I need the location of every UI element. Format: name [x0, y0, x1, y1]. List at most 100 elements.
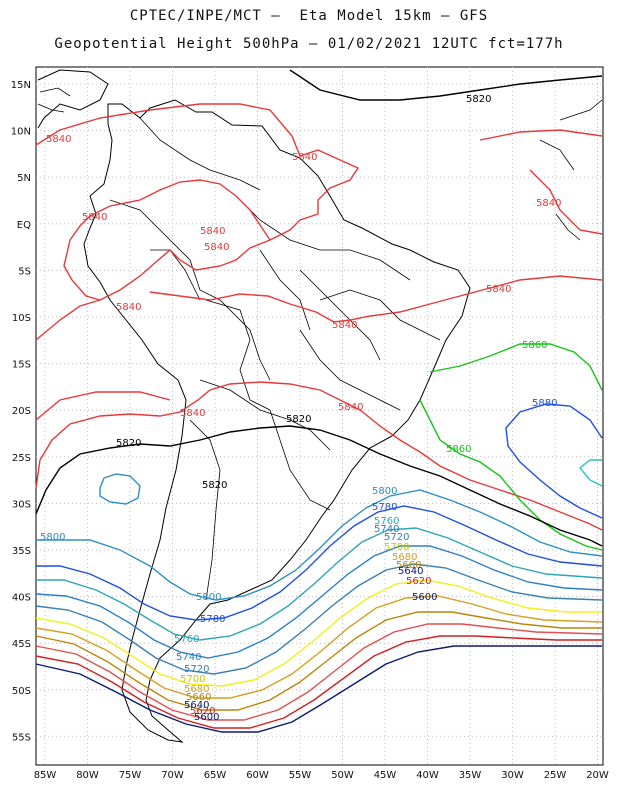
- lon-tick-label: 50W: [331, 770, 354, 781]
- contour-label: 5800: [196, 592, 221, 603]
- contour-5820-north: [289, 69, 603, 101]
- lon-tick-label: 40W: [416, 770, 439, 781]
- contour-5840-center: [149, 275, 603, 323]
- contour-label: 5840: [332, 320, 357, 331]
- contour-5740: [35, 545, 603, 659]
- contour-label: 5820: [116, 438, 141, 449]
- contour-5680: [35, 595, 603, 699]
- contours: [35, 69, 603, 733]
- contour-label: 5740: [374, 524, 399, 535]
- contour-label: 5820: [202, 480, 227, 491]
- contour-label: 5800: [372, 486, 397, 497]
- lon-tick-label: 80W: [76, 770, 99, 781]
- lon-tick-label: 70W: [161, 770, 184, 781]
- contour-label: 5880: [532, 398, 557, 409]
- contour-label: 5660: [186, 692, 211, 703]
- contour-5900: [579, 459, 603, 487]
- contour-label: 5720: [384, 532, 409, 543]
- contour-5860: [419, 343, 603, 551]
- lat-tick-label: 25S: [12, 453, 31, 464]
- contour-label: 5840: [292, 152, 317, 163]
- lon-tick-label: 75W: [119, 770, 142, 781]
- contour-label: 5620: [406, 576, 431, 587]
- lat-tick-label: 35S: [12, 546, 31, 557]
- lat-tick-label: 55S: [12, 732, 31, 743]
- lat-tick-label: 10N: [11, 127, 31, 138]
- lat-tick-label: EQ: [17, 220, 31, 231]
- contour-label: 5720: [184, 664, 209, 675]
- lon-tick-label: 45W: [374, 770, 397, 781]
- contour-label: 5840: [82, 212, 107, 223]
- lat-tick-label: 50S: [12, 686, 31, 697]
- lat-tick-label: 10S: [12, 313, 31, 324]
- contour-label: 5840: [46, 134, 71, 145]
- contour-label: 5700: [384, 542, 409, 553]
- contour-label: 5620: [190, 706, 215, 717]
- contour-5880: [505, 403, 603, 519]
- contour-label: 5600: [194, 712, 219, 723]
- contour-label: 5780: [200, 614, 225, 625]
- lon-tick-label: 65W: [204, 770, 227, 781]
- contour-label: 5680: [184, 684, 209, 695]
- contour-5820-loop: [99, 473, 141, 505]
- contour-label: 5840: [486, 284, 511, 295]
- central-america-coast: [37, 87, 603, 241]
- lat-tick-label: 45S: [12, 639, 31, 650]
- contour-label: 5840: [204, 242, 229, 253]
- lon-tick-label: 35W: [459, 770, 482, 781]
- contour-label: 5840: [180, 408, 205, 419]
- contour-label: 5740: [176, 652, 201, 663]
- contour-5600: [35, 645, 602, 733]
- contour-5840-south: [35, 381, 603, 531]
- contour-label: 5860: [446, 444, 471, 455]
- contour-label: 5840: [116, 302, 141, 313]
- contour-5620: [35, 635, 602, 729]
- contour-label: 5640: [184, 700, 209, 711]
- lat-tick-label: 30S: [12, 499, 31, 510]
- contour-5840-northeast: [479, 129, 603, 235]
- lat-tick-label: 5S: [18, 266, 31, 277]
- contour-label: 5760: [174, 634, 199, 645]
- lon-tick-label: 55W: [289, 770, 312, 781]
- contour-label: 5820: [466, 94, 491, 105]
- contour-5640: [35, 623, 603, 721]
- contour-label: 5800: [40, 532, 65, 543]
- contour-5820-south: [35, 425, 603, 547]
- contour-label: 5680: [392, 552, 417, 563]
- contour-5760: [36, 527, 603, 641]
- contour-label: 5820: [286, 414, 311, 425]
- contour-5840-west: [35, 299, 171, 421]
- contour-label: 5840: [536, 198, 561, 209]
- contour-5800: [36, 489, 603, 601]
- longitude-axis: 85W 80W 75W 70W 65W 60W 55W 50W 45W 40W 35W 30W 25W 2…: [34, 770, 609, 781]
- contour-label: 5840: [200, 226, 225, 237]
- contour-label: 5840: [338, 402, 363, 413]
- contour-label: 5600: [412, 592, 437, 603]
- lat-tick-label: 15S: [12, 360, 31, 371]
- contour-5780: [36, 505, 603, 621]
- contour-label: 5780: [372, 502, 397, 513]
- lon-tick-label: 25W: [544, 770, 567, 781]
- lon-tick-label: 85W: [34, 770, 57, 781]
- lon-tick-label: 20W: [586, 770, 609, 781]
- lat-tick-label: 15N: [11, 80, 31, 91]
- lat-tick-label: 20S: [12, 406, 31, 417]
- country-borders: [109, 117, 441, 601]
- latitude-axis: 15N 10N 5N EQ 5S 10S 15S 20S 25S 30S 35S 40S 45S 50S 5…: [11, 80, 31, 743]
- contour-label: 5640: [398, 566, 423, 577]
- lon-tick-label: 30W: [501, 770, 524, 781]
- contour-5700: [35, 579, 602, 687]
- contour-label: 5760: [374, 516, 399, 527]
- contour-5720: [35, 563, 603, 675]
- contour-label: 5660: [396, 560, 421, 571]
- contour-label: 5700: [180, 674, 205, 685]
- contour-label-layer: 5820 5840 5840 5840 5840 5840 5840 5840 …: [40, 94, 561, 723]
- contour-5840-north: [35, 103, 360, 301]
- chart-title-line1: CPTEC/INPE/MCT – Eta Model 15km – GFS: [129, 8, 489, 24]
- chart-title-line2: Geopotential Height 500hPa – 01/02/2021 …: [54, 36, 564, 52]
- lon-tick-label: 60W: [246, 770, 269, 781]
- lat-tick-label: 5N: [17, 173, 31, 184]
- lat-tick-label: 40S: [12, 593, 31, 604]
- contour-5660: [35, 611, 602, 711]
